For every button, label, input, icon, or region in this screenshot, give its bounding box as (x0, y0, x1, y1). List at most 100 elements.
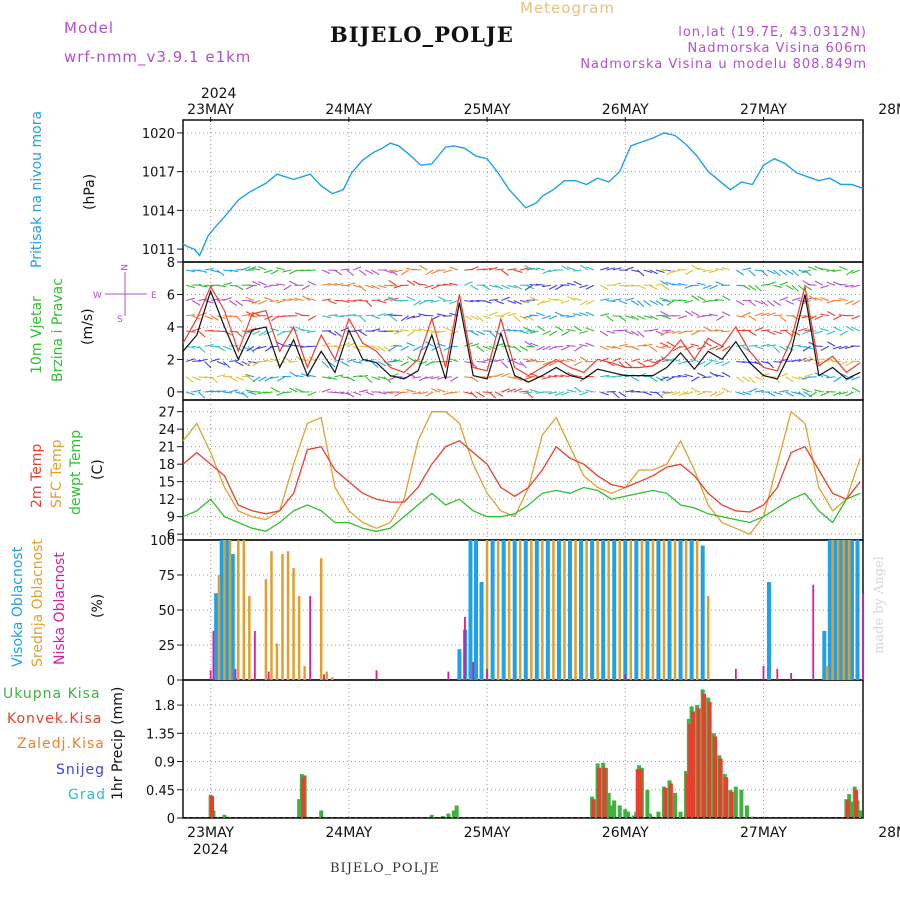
wind-arrow (289, 387, 298, 393)
wind-arrow (241, 375, 251, 378)
cloud-bar-mid (847, 540, 851, 680)
wind-arrow (346, 391, 355, 398)
wind-arrow (346, 342, 356, 347)
wind-arrow (697, 361, 706, 367)
wind-arrow (797, 391, 806, 398)
wind-arrow (779, 296, 789, 302)
wind-arrow (600, 313, 610, 317)
wind-arrow (649, 269, 659, 275)
wind-arrow (721, 266, 731, 271)
wind-arrow (235, 376, 245, 381)
wind-arrow (251, 280, 261, 286)
wind-arrow (636, 300, 645, 308)
wind-arrow (464, 281, 473, 286)
wind-arrow (185, 297, 195, 302)
wind-arrow (612, 391, 620, 399)
cloud-bar-high (849, 540, 854, 680)
wind-arrow (308, 356, 317, 362)
wind-arrow (470, 361, 478, 369)
wind-arrow (721, 371, 731, 378)
wind-arrow (507, 284, 517, 289)
wind-arrow (845, 391, 854, 397)
wind-arrow (585, 311, 595, 317)
wind-arrow (807, 284, 817, 286)
wind-arrow (235, 284, 244, 291)
wind-arrow (436, 313, 446, 317)
wind-arrow (352, 266, 362, 271)
y-tick-label: 4 (167, 321, 175, 336)
wind-arrow (742, 329, 752, 332)
cloud-bar-low (734, 668, 737, 680)
wind-arrow (229, 359, 239, 363)
wind-arrow (696, 282, 706, 286)
cloud-bar-high (601, 540, 606, 680)
wind-arrow (548, 284, 558, 290)
precip-bar-total (297, 799, 302, 818)
wind-arrow (624, 330, 634, 335)
wind-arrow (418, 299, 428, 305)
wind-arrow (470, 376, 479, 382)
cloud-bar-mid (706, 596, 710, 680)
wind-arrow (742, 391, 752, 396)
wind-arrow (223, 391, 233, 394)
wind-arrow (827, 341, 836, 347)
wind-arrow (513, 284, 523, 290)
wind-arrow (235, 300, 244, 307)
wind-arrow (488, 391, 497, 399)
wind-arrow (579, 356, 589, 362)
y-tick-label: 100 (150, 534, 175, 549)
wind-arrow (393, 314, 403, 317)
wind-arrow (501, 269, 509, 276)
wind-arrow (507, 312, 517, 317)
cloud-bar-high (457, 649, 462, 680)
wind-arrow (691, 310, 700, 317)
wind-arrow (839, 330, 848, 336)
wind-arrow (222, 345, 232, 351)
wind-arrow (470, 266, 480, 271)
wind-arrow (476, 360, 486, 363)
wind-arrow (585, 266, 595, 271)
wind-arrow (359, 389, 369, 393)
wind-arrow (637, 284, 646, 289)
wind-arrow (411, 268, 422, 271)
wind-arrow (359, 374, 369, 378)
cloud-bar-low (323, 674, 325, 680)
wind-arrow (820, 297, 830, 302)
wind-arrow (252, 345, 261, 352)
wind-arrow (655, 376, 664, 382)
wind-arrow (655, 345, 665, 349)
wind-arrow (838, 360, 848, 366)
cloud-bar-mid (507, 540, 511, 680)
bottom-date-label: 24MAY (325, 825, 372, 841)
wind-arrow (715, 360, 725, 365)
wind-arrow (257, 345, 267, 350)
wind-arrow (578, 343, 589, 347)
wind-arrow (671, 358, 681, 363)
wind-arrow (735, 376, 744, 383)
wind-arrow (523, 391, 533, 395)
wind-arrow (523, 358, 533, 363)
wind-arrow (442, 283, 452, 286)
wind-arrow (289, 280, 298, 286)
wind-arrow (839, 266, 848, 271)
wind-arrow (340, 284, 350, 287)
wind-arrow (820, 313, 830, 317)
wind-arrow (791, 344, 801, 347)
wind-arrow (791, 284, 799, 292)
wind-arrow (618, 329, 628, 332)
bottom-date-label: 26MAY (602, 825, 649, 841)
wind-arrow (352, 299, 363, 302)
precip-bar-total (739, 789, 744, 818)
cloud-bar-mid (541, 540, 544, 680)
wind-arrow (797, 376, 807, 380)
cloud-bar-mid (673, 540, 677, 680)
wind-arrow (773, 330, 783, 335)
wind-arrow (671, 330, 681, 334)
wind-arrow (494, 299, 504, 305)
wind-arrow (235, 315, 243, 323)
precip-bar-convective (724, 777, 729, 818)
wind-arrow (251, 267, 261, 271)
cloud-bar-mid (248, 596, 251, 680)
cloud-bar-mid (563, 540, 566, 680)
wind-arrow (579, 284, 589, 289)
